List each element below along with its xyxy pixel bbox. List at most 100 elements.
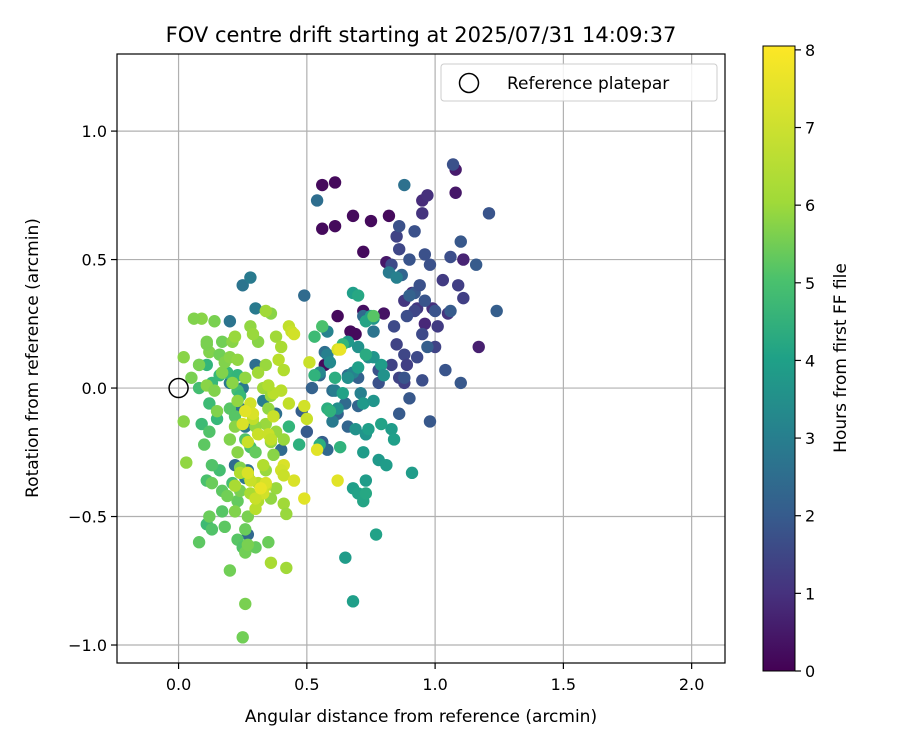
data-point bbox=[269, 330, 283, 343]
data-point bbox=[259, 417, 272, 431]
data-point bbox=[218, 520, 231, 534]
data-point bbox=[390, 230, 403, 243]
data-point bbox=[346, 595, 360, 608]
data-point bbox=[277, 497, 290, 510]
data-point bbox=[215, 366, 229, 379]
data-point bbox=[239, 404, 252, 418]
colorbar-label: Hours from first FF file bbox=[831, 263, 851, 453]
data-point bbox=[277, 363, 290, 377]
data-point bbox=[362, 422, 375, 436]
data-point bbox=[298, 289, 311, 302]
data-point bbox=[251, 428, 265, 441]
data-point bbox=[421, 340, 434, 354]
data-point bbox=[239, 597, 252, 611]
data-point bbox=[195, 417, 208, 431]
data-point bbox=[387, 320, 401, 333]
colorbar-tick-label: 6 bbox=[805, 196, 815, 215]
data-point bbox=[280, 507, 293, 521]
data-point bbox=[323, 404, 337, 418]
data-point bbox=[210, 404, 224, 418]
data-point bbox=[451, 279, 465, 292]
y-tick-label: −0.5 bbox=[68, 508, 107, 527]
y-tick-label: 0.5 bbox=[82, 251, 107, 270]
data-point bbox=[246, 327, 260, 341]
data-point bbox=[380, 458, 393, 472]
data-point bbox=[333, 440, 347, 454]
colorbar-tick-label: 0 bbox=[805, 662, 815, 681]
data-point bbox=[231, 494, 244, 508]
data-point bbox=[349, 422, 362, 436]
x-tick-label: 0.0 bbox=[166, 675, 191, 694]
data-point bbox=[375, 417, 388, 431]
data-point bbox=[403, 392, 416, 405]
data-point bbox=[323, 356, 337, 369]
data-point bbox=[416, 207, 429, 220]
data-point bbox=[400, 309, 414, 323]
data-point bbox=[367, 309, 380, 323]
data-point bbox=[269, 482, 283, 495]
y-axis-ticks: −1.0 −0.5 0.0 0.5 1.0 bbox=[68, 122, 117, 655]
data-point bbox=[226, 376, 239, 390]
data-point bbox=[328, 219, 342, 233]
data-point bbox=[418, 294, 432, 307]
data-point bbox=[236, 417, 249, 431]
data-point bbox=[408, 225, 421, 238]
legend-marker-reference bbox=[458, 72, 480, 94]
data-point bbox=[310, 194, 324, 207]
data-point bbox=[326, 415, 339, 428]
data-point bbox=[367, 325, 380, 338]
data-point bbox=[259, 304, 272, 318]
colorbar: 0 1 2 3 4 5 6 7 8 Hours from first FF file bbox=[762, 41, 851, 681]
data-point bbox=[180, 456, 193, 469]
data-point bbox=[185, 371, 198, 384]
data-point bbox=[349, 327, 362, 341]
data-point bbox=[454, 376, 467, 390]
data-point bbox=[241, 538, 255, 551]
data-point bbox=[369, 528, 383, 541]
data-point bbox=[205, 476, 219, 490]
data-point bbox=[249, 302, 262, 315]
data-point bbox=[292, 438, 306, 451]
data-point bbox=[277, 433, 290, 446]
data-point bbox=[257, 458, 270, 472]
data-point bbox=[223, 564, 237, 577]
data-point bbox=[449, 186, 462, 199]
data-point bbox=[308, 369, 321, 382]
y-tick-label: 0.0 bbox=[82, 379, 107, 398]
data-point bbox=[354, 386, 367, 400]
data-point bbox=[403, 253, 416, 266]
x-tick-label: 1.0 bbox=[422, 675, 447, 694]
data-point bbox=[431, 320, 444, 333]
data-point bbox=[359, 348, 373, 361]
data-point bbox=[298, 492, 311, 505]
data-point bbox=[264, 433, 278, 446]
data-point bbox=[328, 371, 342, 384]
data-point bbox=[367, 394, 380, 408]
data-point bbox=[262, 379, 275, 392]
data-point bbox=[228, 479, 242, 492]
data-point bbox=[308, 330, 321, 343]
data-point bbox=[203, 510, 216, 523]
data-point bbox=[241, 510, 255, 523]
data-point bbox=[316, 178, 329, 192]
data-point bbox=[423, 258, 437, 271]
colorbar-tick-label: 4 bbox=[805, 351, 815, 370]
data-point bbox=[287, 474, 301, 487]
data-point bbox=[236, 279, 249, 292]
data-point bbox=[446, 158, 460, 171]
data-point bbox=[249, 492, 262, 505]
data-point bbox=[228, 505, 242, 518]
data-point bbox=[277, 469, 290, 482]
data-point bbox=[316, 222, 329, 235]
data-point bbox=[221, 489, 234, 503]
data-point bbox=[223, 433, 237, 446]
data-point bbox=[457, 253, 470, 266]
data-point bbox=[254, 482, 267, 495]
x-axis-label: Angular distance from reference (arcmin) bbox=[245, 707, 597, 727]
data-point bbox=[187, 312, 201, 325]
data-point bbox=[282, 420, 296, 433]
data-point bbox=[274, 340, 288, 354]
data-point bbox=[351, 361, 365, 374]
data-point bbox=[328, 176, 342, 189]
